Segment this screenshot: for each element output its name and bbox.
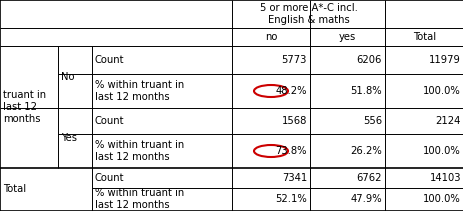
Text: % within truant in
last 12 months: % within truant in last 12 months [95, 188, 184, 211]
Text: 100.0%: 100.0% [422, 195, 460, 204]
Text: Count: Count [95, 55, 124, 65]
Text: 100.0%: 100.0% [422, 86, 460, 96]
Text: 7341: 7341 [281, 173, 307, 183]
Text: % within truant in
last 12 months: % within truant in last 12 months [95, 80, 184, 102]
Text: 1568: 1568 [281, 116, 307, 126]
Text: 5773: 5773 [281, 55, 307, 65]
Text: 51.8%: 51.8% [350, 86, 381, 96]
Text: Total: Total [412, 32, 435, 42]
Text: 5 or more A*-C incl.
English & maths: 5 or more A*-C incl. English & maths [259, 3, 357, 25]
Text: 47.9%: 47.9% [350, 195, 381, 204]
Text: truant in
last 12
months: truant in last 12 months [3, 90, 46, 124]
Text: % within truant in
last 12 months: % within truant in last 12 months [95, 140, 184, 162]
Text: 14103: 14103 [429, 173, 460, 183]
Text: Count: Count [95, 116, 124, 126]
Text: Yes: Yes [61, 133, 77, 143]
Text: yes: yes [338, 32, 356, 42]
Text: 6206: 6206 [356, 55, 381, 65]
Text: 11979: 11979 [428, 55, 460, 65]
Text: 6762: 6762 [356, 173, 381, 183]
Text: 2124: 2124 [435, 116, 460, 126]
Text: 52.1%: 52.1% [275, 195, 307, 204]
Text: 73.8%: 73.8% [275, 146, 307, 156]
Text: 26.2%: 26.2% [350, 146, 381, 156]
Text: 48.2%: 48.2% [275, 86, 307, 96]
Text: Total: Total [3, 184, 26, 195]
Text: 100.0%: 100.0% [422, 146, 460, 156]
Text: 556: 556 [362, 116, 381, 126]
Text: Count: Count [95, 173, 124, 183]
Text: no: no [264, 32, 276, 42]
Text: No: No [61, 72, 75, 82]
